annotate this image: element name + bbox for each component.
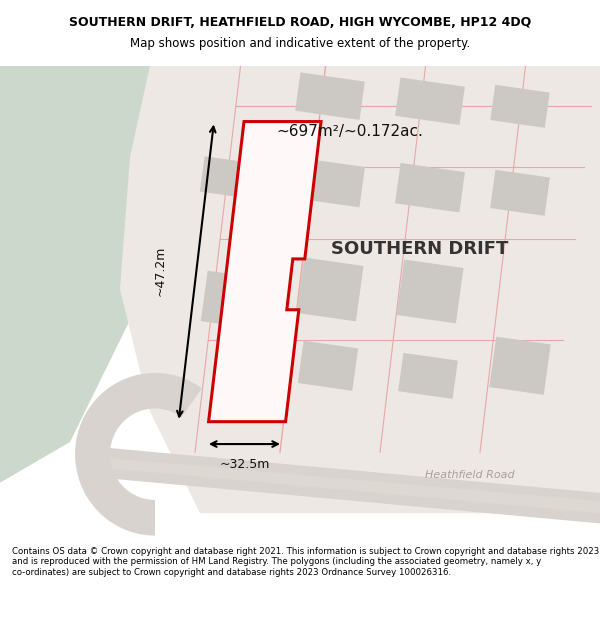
Bar: [490, 170, 550, 216]
Text: Contains OS data © Crown copyright and database right 2021. This information is : Contains OS data © Crown copyright and d…: [12, 547, 599, 577]
Polygon shape: [100, 447, 600, 523]
Bar: [397, 259, 464, 323]
Polygon shape: [75, 373, 202, 536]
Bar: [298, 341, 358, 391]
Text: Heathfield Road: Heathfield Road: [425, 469, 515, 479]
Text: ~32.5m: ~32.5m: [219, 458, 269, 471]
Polygon shape: [0, 66, 220, 482]
Bar: [201, 271, 259, 329]
Bar: [398, 353, 458, 399]
Text: SOUTHERN DRIFT, HEATHFIELD ROAD, HIGH WYCOMBE, HP12 4DQ: SOUTHERN DRIFT, HEATHFIELD ROAD, HIGH WY…: [69, 16, 531, 29]
Text: SOUTHERN DRIFT: SOUTHERN DRIFT: [331, 240, 509, 258]
Text: ~47.2m: ~47.2m: [154, 246, 167, 296]
Bar: [296, 258, 364, 321]
Polygon shape: [100, 458, 600, 513]
Bar: [490, 85, 550, 128]
Bar: [395, 78, 465, 125]
Text: Map shows position and indicative extent of the property.: Map shows position and indicative extent…: [130, 37, 470, 50]
Text: ~697m²/~0.172ac.: ~697m²/~0.172ac.: [277, 124, 424, 139]
Bar: [200, 156, 256, 199]
Bar: [295, 158, 365, 208]
Bar: [395, 163, 465, 212]
Polygon shape: [209, 122, 321, 422]
Polygon shape: [120, 66, 600, 513]
Bar: [489, 337, 551, 395]
Bar: [295, 72, 365, 120]
